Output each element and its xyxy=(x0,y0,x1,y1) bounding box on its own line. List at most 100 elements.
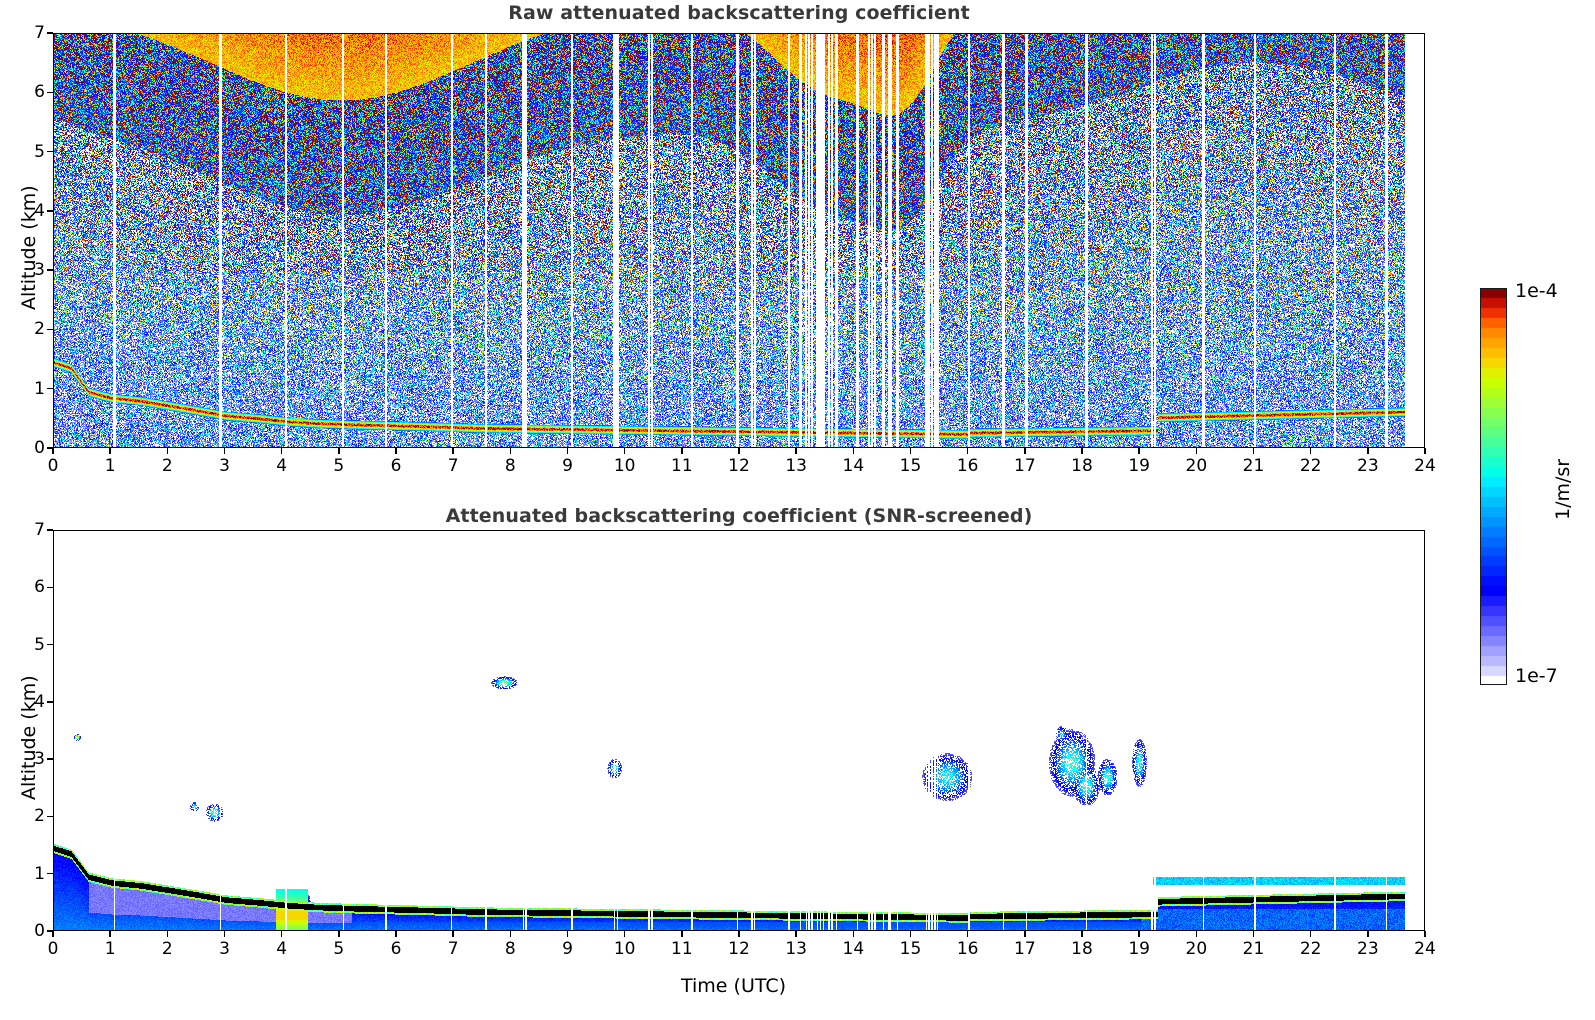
x-tick xyxy=(623,931,626,937)
x-tick xyxy=(1081,448,1083,454)
x-tick-label: 15 xyxy=(899,939,922,959)
x-tick-label: 10 xyxy=(613,456,636,476)
x-tick-label: 4 xyxy=(276,456,288,476)
x-tick-label: 13 xyxy=(785,939,807,959)
x-tick xyxy=(109,931,111,937)
x-tick xyxy=(681,448,683,454)
colorbar-min-label: 1e-7 xyxy=(1515,665,1558,687)
x-tick-label: 15 xyxy=(899,456,922,476)
x-tick xyxy=(166,931,169,937)
y-tick-label: 3 xyxy=(34,749,45,770)
y-tick-label: 6 xyxy=(34,577,45,598)
x-tick-label: 0 xyxy=(47,939,59,959)
y-tick xyxy=(47,529,53,531)
x-tick-label: 14 xyxy=(842,939,865,959)
x-tick-label: 21 xyxy=(1242,456,1265,476)
y-tick xyxy=(47,586,53,588)
y-tick-label: 5 xyxy=(34,141,45,162)
x-tick xyxy=(1424,931,1426,937)
x-tick-label: 20 xyxy=(1185,456,1208,476)
y-tick-label: 2 xyxy=(34,806,45,827)
x-tick xyxy=(1367,931,1369,937)
colorbar-unit-label: 1/m/sr xyxy=(1552,458,1574,520)
x-tick xyxy=(452,931,454,937)
x-tick xyxy=(681,931,683,937)
raw-backscatter-heatmap xyxy=(53,33,1425,448)
x-tick xyxy=(966,448,969,454)
x-tick-label: 24 xyxy=(1414,456,1436,476)
x-tick xyxy=(623,448,626,454)
y-tick xyxy=(47,701,53,703)
x-tick xyxy=(852,931,855,937)
colorbar xyxy=(1480,288,1507,685)
x-tick xyxy=(1252,448,1255,454)
x-tick xyxy=(509,931,512,937)
x-tick xyxy=(395,931,397,937)
x-tick-label: 19 xyxy=(1128,939,1150,959)
y-tick-label: 4 xyxy=(34,691,45,712)
x-tick xyxy=(1367,448,1369,454)
x-tick-label: 1 xyxy=(104,456,116,476)
x-tick-label: 8 xyxy=(504,456,516,476)
x-tick-label: 16 xyxy=(956,456,979,476)
y-tick xyxy=(47,210,53,212)
x-tick-label: 6 xyxy=(390,456,402,476)
x-tick xyxy=(1309,931,1312,937)
x-tick-label: 6 xyxy=(390,939,402,959)
x-tick-label: 12 xyxy=(728,456,750,476)
x-tick xyxy=(795,448,797,454)
x-tick-label: 1 xyxy=(104,939,116,959)
colorbar-max-label: 1e-4 xyxy=(1515,280,1558,302)
y-tick-label: 0 xyxy=(34,438,45,458)
y-tick xyxy=(47,758,53,760)
x-tick xyxy=(280,448,283,454)
x-tick-label: 19 xyxy=(1128,456,1150,476)
x-tick xyxy=(52,931,54,937)
x-tick-label: 3 xyxy=(219,939,230,959)
x-tick-label: 4 xyxy=(276,939,288,959)
y-tick-label: 0 xyxy=(34,921,45,941)
x-tick-label: 14 xyxy=(842,456,865,476)
x-tick-label: 17 xyxy=(1014,456,1036,476)
x-tick xyxy=(1081,931,1083,937)
y-tick xyxy=(47,388,53,390)
x-tick xyxy=(280,931,283,937)
x-tick xyxy=(795,931,797,937)
y-tick-label: 4 xyxy=(34,200,45,221)
x-tick xyxy=(566,931,569,937)
x-tick-label: 16 xyxy=(956,939,979,959)
y-tick-label: 1 xyxy=(34,863,45,884)
y-tick xyxy=(47,91,53,93)
x-tick xyxy=(1424,448,1426,454)
x-tick xyxy=(109,448,111,454)
x-tick xyxy=(1138,448,1140,454)
y-tick-label: 3 xyxy=(34,260,45,281)
x-tick-label: 11 xyxy=(671,939,693,959)
x-tick xyxy=(1024,448,1026,454)
y-tick xyxy=(47,32,53,34)
y-tick-label: 5 xyxy=(34,634,45,655)
screened-x-axis-label: Time (UTC) xyxy=(681,975,787,997)
y-tick xyxy=(47,643,53,646)
y-tick xyxy=(47,815,53,818)
x-tick-label: 22 xyxy=(1299,456,1322,476)
x-tick-label: 24 xyxy=(1414,939,1436,959)
y-tick-label: 7 xyxy=(34,520,45,540)
y-tick xyxy=(47,269,53,271)
x-tick-label: 2 xyxy=(161,456,173,476)
x-tick xyxy=(909,931,912,937)
x-tick xyxy=(852,448,855,454)
x-tick-label: 5 xyxy=(333,456,345,476)
x-tick-label: 21 xyxy=(1242,939,1265,959)
x-tick xyxy=(1195,931,1198,937)
x-tick-label: 2 xyxy=(161,939,173,959)
x-tick xyxy=(223,448,226,454)
x-tick xyxy=(966,931,969,937)
x-tick xyxy=(509,448,512,454)
y-tick xyxy=(47,930,53,932)
y-tick-label: 7 xyxy=(34,23,45,43)
x-tick xyxy=(1138,931,1140,937)
y-tick-label: 1 xyxy=(34,378,45,399)
x-tick xyxy=(166,448,169,454)
y-tick xyxy=(47,328,53,331)
